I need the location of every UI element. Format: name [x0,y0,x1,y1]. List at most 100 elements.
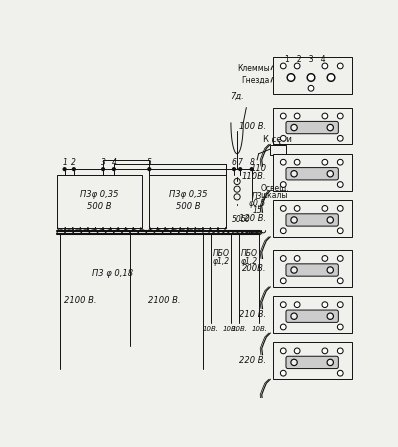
Text: 200В.: 200В. [242,264,266,273]
Text: 100 В.: 100 В. [239,122,266,131]
Text: П3: П3 [252,192,262,201]
Bar [273,296,352,333]
Circle shape [339,207,342,210]
Circle shape [282,137,285,140]
Circle shape [281,228,286,233]
Text: 110: 110 [250,164,266,173]
Text: П3φ 0,35: П3φ 0,35 [80,190,119,199]
Circle shape [239,168,242,170]
Circle shape [338,135,343,141]
Circle shape [281,160,286,165]
Circle shape [281,348,286,354]
Bar [270,144,286,155]
Text: 2100 В.: 2100 В. [148,295,181,304]
Circle shape [327,217,334,223]
Circle shape [292,361,296,364]
Circle shape [339,279,342,283]
Circle shape [63,168,66,170]
Circle shape [322,114,328,119]
Bar [273,250,352,287]
Text: 7д.: 7д. [230,92,244,101]
Bar [273,58,352,94]
Text: 110В.: 110В. [242,173,266,181]
Circle shape [296,257,299,260]
Circle shape [289,75,293,80]
FancyBboxPatch shape [286,264,338,276]
Circle shape [339,114,342,118]
Circle shape [307,74,315,81]
Circle shape [296,160,299,164]
Circle shape [338,256,343,261]
Circle shape [295,348,300,354]
Circle shape [292,218,296,222]
Text: 120 В.: 120 В. [239,214,266,223]
Circle shape [338,302,343,308]
Circle shape [339,257,342,260]
Text: 2100 В.: 2100 В. [64,295,96,304]
FancyBboxPatch shape [286,356,338,369]
Bar [273,154,352,191]
Circle shape [295,206,300,211]
Circle shape [328,268,332,272]
Circle shape [339,325,342,329]
Text: 10В.: 10В. [252,326,267,332]
Circle shape [291,124,297,131]
Circle shape [292,314,296,318]
FancyBboxPatch shape [286,214,338,226]
Circle shape [338,348,343,354]
Text: 2: 2 [71,159,76,168]
Circle shape [338,182,343,187]
Text: φ1,2: φ1,2 [241,257,258,266]
FancyBboxPatch shape [286,168,338,180]
Circle shape [282,371,285,375]
Circle shape [295,114,300,119]
Text: 8: 8 [249,159,254,168]
Text: 4: 4 [111,159,116,168]
Text: ПБО: ПБО [213,249,229,258]
Text: 3: 3 [101,159,105,168]
Circle shape [322,302,328,308]
Circle shape [281,63,286,69]
Circle shape [282,229,285,232]
Circle shape [296,64,299,67]
Circle shape [250,168,253,170]
Circle shape [296,114,299,118]
Circle shape [327,171,334,177]
Circle shape [291,313,297,319]
Text: 10В.: 10В. [223,326,239,332]
Circle shape [281,114,286,119]
Circle shape [282,183,285,186]
Circle shape [282,64,285,67]
Text: Гнезда: Гнезда [241,76,269,85]
Circle shape [308,85,314,91]
Circle shape [339,183,342,186]
Text: ПБО: ПБО [241,249,258,258]
Text: 6: 6 [232,159,236,168]
Circle shape [296,303,299,306]
Circle shape [328,361,332,364]
Text: Клеммы: Клеммы [237,64,269,73]
Circle shape [72,168,75,170]
Text: 10В.: 10В. [203,326,219,332]
Text: 50: 50 [232,215,241,224]
Circle shape [282,207,285,210]
FancyBboxPatch shape [286,310,338,322]
Circle shape [148,168,151,170]
Circle shape [281,324,286,330]
Text: 5: 5 [147,159,152,168]
Circle shape [323,207,326,210]
Circle shape [339,371,342,375]
Text: шкалы: шкалы [260,191,288,200]
Text: φ1,2: φ1,2 [213,257,230,266]
Circle shape [296,349,299,353]
Circle shape [296,207,299,210]
Circle shape [328,218,332,222]
Circle shape [327,359,334,366]
Text: 500 В: 500 В [176,202,200,211]
Circle shape [323,64,326,67]
Circle shape [309,87,312,90]
Circle shape [338,63,343,69]
Circle shape [323,114,326,118]
Circle shape [327,313,334,319]
Circle shape [291,359,297,366]
